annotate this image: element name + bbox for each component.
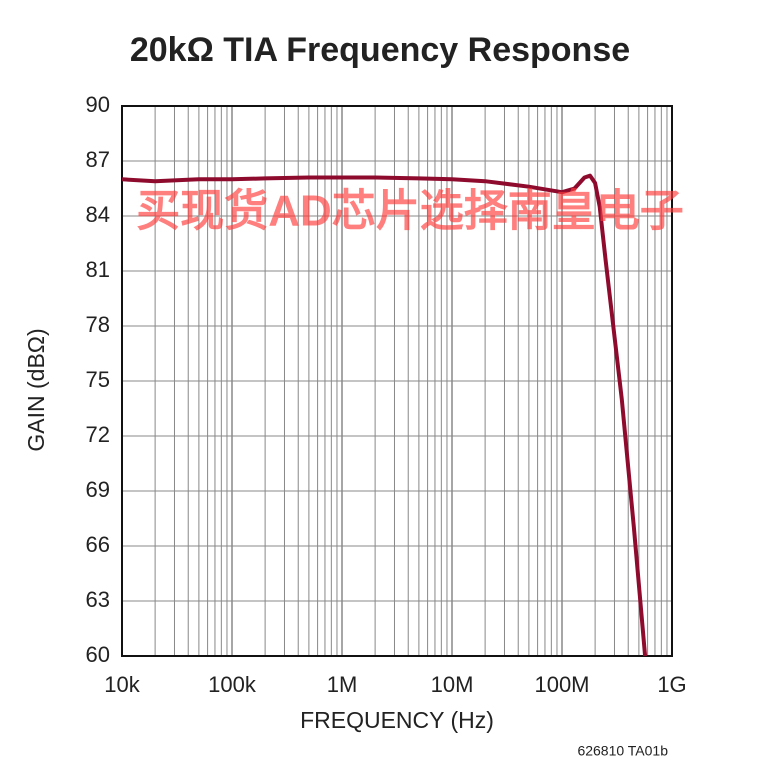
x-tick-label: 1G <box>657 672 686 697</box>
y-tick-label: 84 <box>86 202 110 227</box>
y-tick-label: 78 <box>86 312 110 337</box>
figure-code: 626810 TA01b <box>577 743 668 759</box>
chart-title: 20kΩ TIA Frequency Response <box>130 31 630 69</box>
y-axis-label: GAIN (dBΩ) <box>23 328 49 451</box>
x-tick-label: 10M <box>431 672 474 697</box>
y-tick-label: 66 <box>86 532 110 557</box>
x-tick-label: 1M <box>327 672 358 697</box>
y-tick-label: 81 <box>86 257 110 282</box>
y-tick-label: 63 <box>86 587 110 612</box>
y-tick-label: 72 <box>86 422 110 447</box>
watermark: 买现货AD芯片选择南皇电子 <box>136 187 684 236</box>
y-tick-label: 75 <box>86 367 110 392</box>
x-tick-label: 10k <box>104 672 140 697</box>
y-tick-label: 60 <box>86 642 110 667</box>
x-tick-label: 100k <box>208 672 257 697</box>
y-tick-label: 90 <box>86 92 110 117</box>
plot-frame <box>121 105 673 657</box>
x-tick-label: 100M <box>534 672 589 697</box>
data-line <box>121 173 648 657</box>
y-tick-label: 69 <box>86 477 110 502</box>
y-tick-label: 87 <box>86 147 110 172</box>
x-axis-label: FREQUENCY (Hz) <box>300 707 494 733</box>
